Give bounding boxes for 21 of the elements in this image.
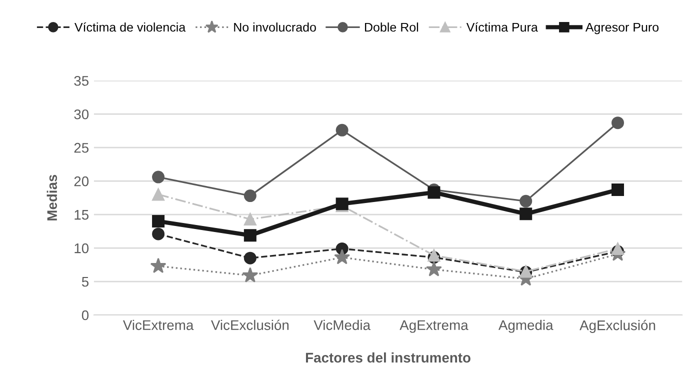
x-tick-label: VicExtrema xyxy=(122,320,194,330)
legend-label: Doble Rol xyxy=(365,22,418,32)
x-tick-label: AgExtrema xyxy=(400,320,468,333)
x-tick-label: VicExclusión xyxy=(210,320,289,330)
y-tick-label: 30 xyxy=(74,109,89,120)
legend-label: Víctima Pura xyxy=(466,22,538,32)
x-tick-label: VicMedia xyxy=(314,320,371,330)
legend-label: Agresor Puro xyxy=(585,22,659,34)
legend-label: Víctima de violencia xyxy=(74,22,186,32)
y-tick-label: 25 xyxy=(74,142,89,153)
x-axis-title: Factores del instrumento xyxy=(306,352,470,363)
y-tick-label: 20 xyxy=(74,176,89,186)
y-tick-label: 10 xyxy=(74,243,89,254)
x-tick-label: AgExclusión xyxy=(580,320,656,333)
x-tick-label: Agmedia xyxy=(498,320,554,333)
y-tick-label: 0 xyxy=(82,310,89,320)
y-tick-label: 15 xyxy=(74,210,89,220)
y-tick-label: 35 xyxy=(74,76,89,86)
y-axis-title: Medias xyxy=(46,174,58,220)
legend-label: No involucrado xyxy=(234,22,316,32)
y-tick-label: 5 xyxy=(82,276,89,287)
